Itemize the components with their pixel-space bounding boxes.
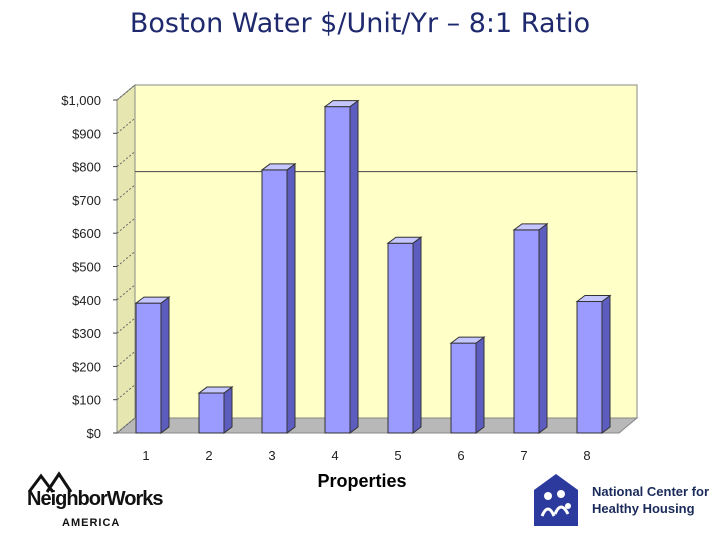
bar-top [323,100,360,108]
bar-front [513,229,540,434]
bar-side [286,162,296,434]
house-icon [27,471,73,493]
page-title: Boston Water $/Unit/Yr – 8:1 Ratio [129,8,591,39]
bars [134,99,612,434]
bar [134,296,171,434]
plot-back-wall [134,84,638,419]
neighborworks-wordmark: NeighborWorks [27,488,164,510]
y-tick-label: $800 [72,160,101,175]
y-tick-label: $600 [72,226,101,241]
bar [323,99,360,434]
y-tick-label: $500 [72,260,101,275]
y-tick-label: $300 [72,326,101,341]
bar-top [449,336,486,344]
y-tick-label: $700 [72,193,101,208]
bar [197,386,234,434]
bar-side [601,294,611,434]
plot-side-wall [116,83,136,435]
bar-front [450,342,477,434]
bar-side [412,236,422,434]
x-axis: 1 2 3 4 5 6 7 8 [142,448,590,463]
bar-top [260,163,297,171]
bar [386,236,423,434]
nchh-name-line2: Healthy Housing [592,501,695,516]
bar-top [575,294,612,302]
nchh-name-line1: National Center for [592,484,710,499]
y-tick-label: $100 [72,393,101,408]
bar-top [512,223,549,231]
bar [512,222,549,434]
bar [575,294,612,434]
y-tick-label: $1,000 [61,93,101,108]
y-tick-label: $400 [72,293,101,308]
neighborworks-logo: NeighborWorks AMERICA [22,470,172,532]
bar-front [198,392,225,434]
bar [260,162,297,434]
y-tick-label: $0 [87,426,101,441]
bar-side [538,222,548,434]
x-axis-label: Properties [317,471,406,491]
bar-side [349,99,359,434]
x-tick-label: 4 [331,448,338,463]
bar-top [386,236,423,244]
bar-side [475,336,485,434]
neighborworks-subtitle: AMERICA [62,517,121,529]
bar-front [387,242,414,434]
y-tick-label: $200 [72,359,101,374]
bar-top [197,386,234,394]
x-tick-label: 5 [394,448,401,463]
x-tick-label: 7 [520,448,527,463]
bar-side [223,386,233,434]
bar-front [261,169,288,434]
x-tick-label: 3 [268,448,275,463]
x-tick-label: 8 [583,448,590,463]
nchh-logo: National Center for Healthy Housing [528,470,713,530]
y-tick-label: $900 [72,126,101,141]
bar-side [160,296,170,434]
bar-front [576,300,603,434]
plot-area [115,83,639,435]
x-tick-label: 6 [457,448,464,463]
plot-floor [115,417,639,434]
x-tick-label: 1 [142,448,149,463]
y-axis: $0 $100 $200 $300 $400 $500 $600 $700 $800 $900 $1… [61,84,136,441]
bar-top [134,296,171,304]
family-icon [534,474,578,526]
bar [449,336,486,434]
x-tick-label: 2 [205,448,212,463]
bar-front [135,302,162,434]
bar-front [324,106,351,434]
